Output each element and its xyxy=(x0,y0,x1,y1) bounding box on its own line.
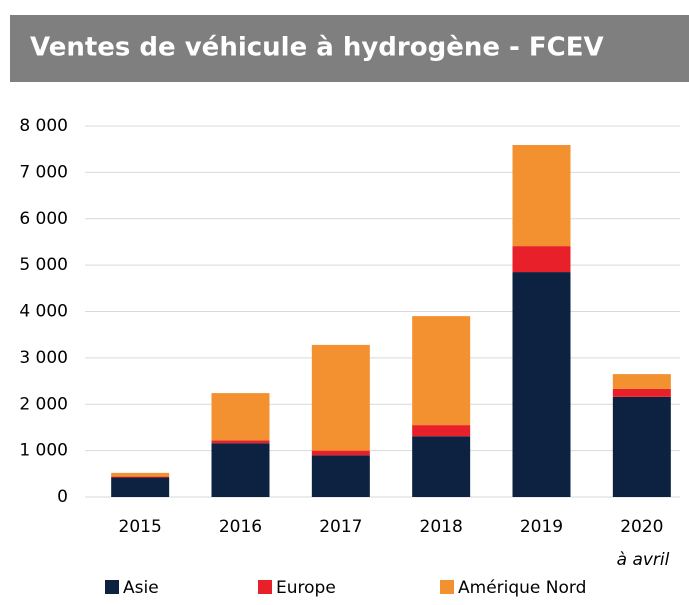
bar-segment xyxy=(612,396,671,497)
chart-title: Ventes de véhicule à hydrogène - FCEV xyxy=(30,33,604,63)
bar-segment xyxy=(311,455,370,497)
y-tick-label: 7 000 xyxy=(19,162,68,182)
bar-segment xyxy=(211,393,270,441)
bar-segment xyxy=(111,476,170,478)
legend-label: Amérique Nord xyxy=(458,578,586,598)
y-tick-label: 2 000 xyxy=(19,394,68,414)
y-tick-label: 4 000 xyxy=(19,302,68,322)
bar-segment xyxy=(512,246,571,273)
annotation: à avril xyxy=(617,550,670,570)
legend-swatch xyxy=(258,580,272,594)
bar-segment xyxy=(211,443,270,497)
legend-label: Asie xyxy=(123,578,159,598)
legend-swatch xyxy=(105,580,119,594)
y-tick-label: 6 000 xyxy=(19,209,68,229)
bar-segment xyxy=(412,436,471,497)
bar-segment xyxy=(211,440,270,444)
bar-segment xyxy=(612,388,671,397)
bar-segment xyxy=(311,450,370,456)
bar-segment xyxy=(412,316,471,426)
bar-segment xyxy=(111,477,170,497)
x-tick-label: 2017 xyxy=(319,517,362,537)
x-tick-label: 2019 xyxy=(520,517,563,537)
legend-label: Europe xyxy=(276,578,336,598)
bar-segment xyxy=(512,272,571,497)
x-tick-label: 2016 xyxy=(219,517,262,537)
bar-segment xyxy=(311,344,370,451)
x-tick-label: 2018 xyxy=(420,517,463,537)
y-tick-label: 1 000 xyxy=(19,441,68,461)
x-tick-label: 2020 xyxy=(620,517,663,537)
y-tick-label: 8 000 xyxy=(19,116,68,136)
title-bar xyxy=(10,15,689,82)
bar-segment xyxy=(512,145,571,247)
bar-segment xyxy=(111,472,170,477)
bar-segment xyxy=(612,374,671,389)
x-tick-label: 2015 xyxy=(119,517,162,537)
legend-swatch xyxy=(440,580,454,594)
y-tick-label: 3 000 xyxy=(19,348,68,368)
y-tick-label: 0 xyxy=(57,487,68,507)
bar-segment xyxy=(412,425,471,437)
y-tick-label: 5 000 xyxy=(19,255,68,275)
